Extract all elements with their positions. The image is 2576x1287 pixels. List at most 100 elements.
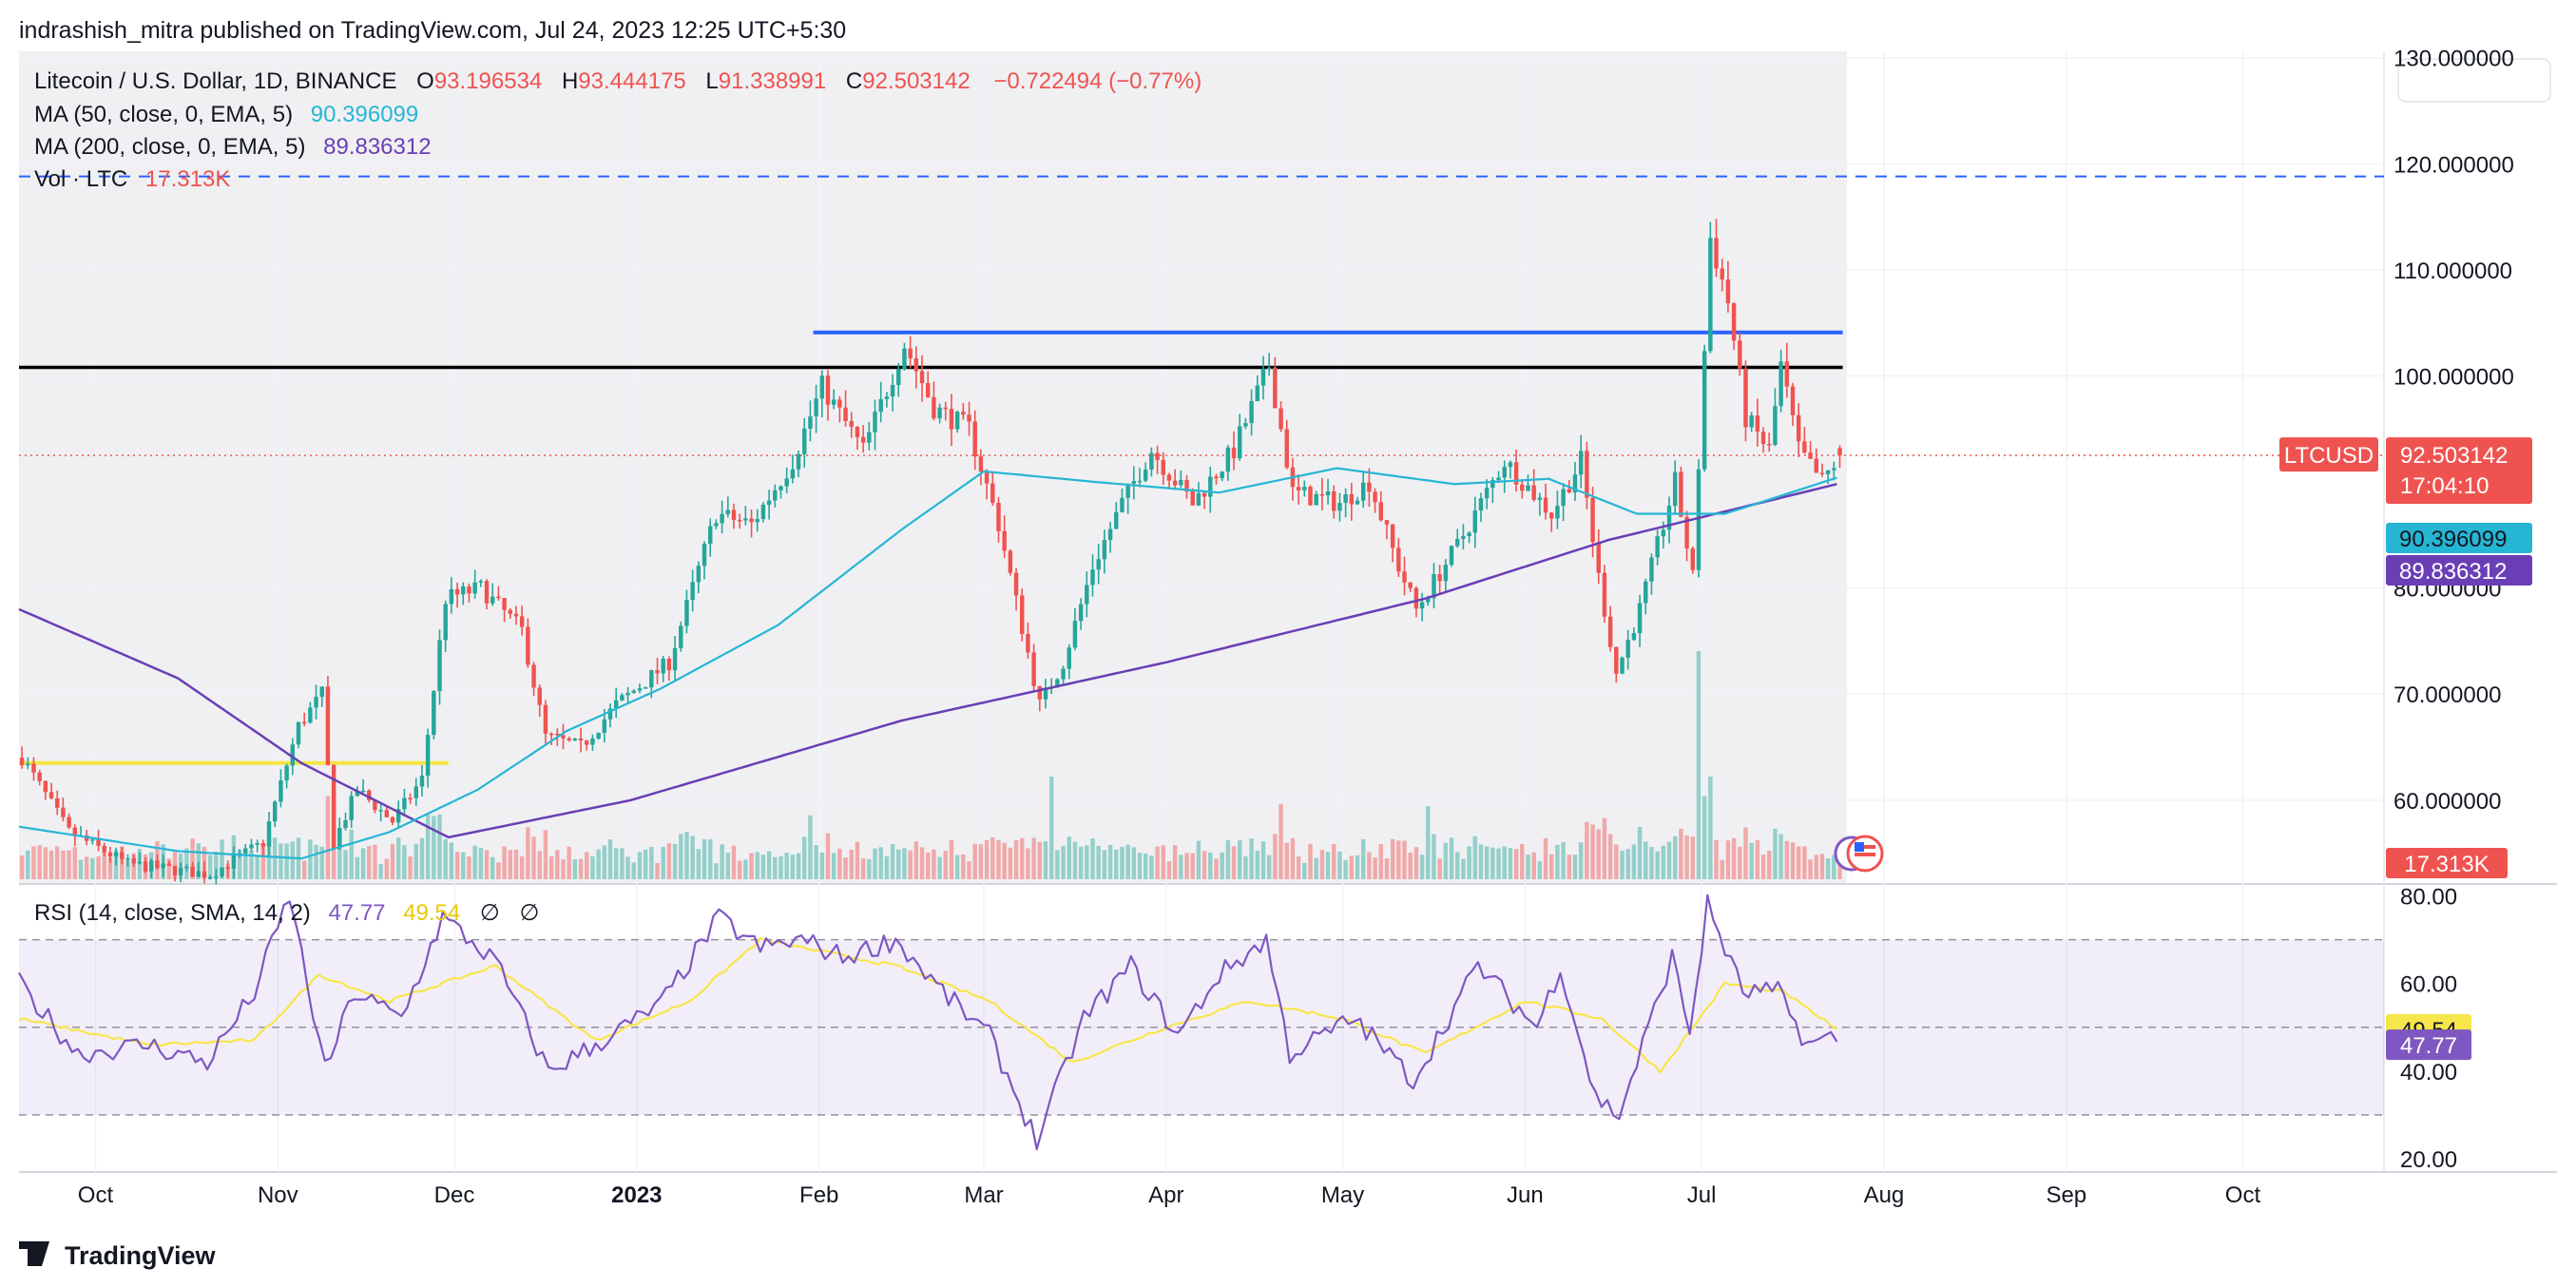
candle[interactable] [737,519,742,522]
candle[interactable] [1720,268,1724,280]
candle[interactable] [1572,474,1578,493]
candle[interactable] [343,819,348,829]
candle[interactable] [990,483,995,504]
candle[interactable] [484,581,490,604]
candle[interactable] [1537,497,1543,500]
candle[interactable] [360,790,366,793]
candle[interactable] [90,839,95,841]
candle[interactable] [825,375,831,405]
candle[interactable] [461,586,466,595]
candle[interactable] [472,582,477,594]
candle[interactable] [878,398,883,413]
candle[interactable] [1585,451,1589,498]
candle[interactable] [1349,494,1355,505]
candle[interactable] [760,505,766,520]
candle[interactable] [1778,361,1783,407]
candle[interactable] [543,704,548,734]
candle[interactable] [1490,480,1495,489]
candle[interactable] [243,848,248,854]
candle[interactable] [202,871,207,878]
candle[interactable] [373,799,377,811]
candle[interactable] [1679,471,1683,517]
candle[interactable] [443,604,448,641]
candle[interactable] [120,852,125,859]
candle[interactable] [113,852,119,857]
candle[interactable] [425,735,431,777]
candle[interactable] [1384,520,1390,525]
candle[interactable] [37,772,42,781]
candle[interactable] [72,827,78,836]
candle[interactable] [1773,406,1778,446]
candle[interactable] [384,810,390,817]
candle[interactable] [1378,502,1383,521]
candle[interactable] [1302,487,1307,490]
candle[interactable] [925,383,931,397]
candle[interactable] [1031,652,1036,686]
candle[interactable] [790,469,796,479]
candle[interactable] [367,790,372,800]
candle[interactable] [1325,490,1331,496]
candle[interactable] [1607,616,1613,647]
candle[interactable] [155,860,160,869]
candle[interactable] [561,735,566,739]
candle[interactable] [567,738,571,740]
candle[interactable] [1602,572,1607,617]
candle[interactable] [260,842,266,847]
candle[interactable] [548,733,554,736]
candle[interactable] [308,707,313,723]
candle[interactable] [102,845,106,853]
candle[interactable] [1179,479,1183,486]
candle[interactable] [225,867,230,870]
candle[interactable] [714,523,719,527]
candle[interactable] [231,855,237,869]
candle[interactable] [1238,426,1242,459]
candle[interactable] [48,792,54,798]
candle[interactable] [620,695,625,701]
candle[interactable] [1655,536,1660,558]
candle[interactable] [1743,368,1748,428]
candle[interactable] [31,763,36,773]
candle[interactable] [137,861,143,864]
candle[interactable] [502,598,507,610]
candle[interactable] [1319,493,1325,496]
candle[interactable] [1137,480,1143,483]
candle[interactable] [843,407,848,421]
candle[interactable] [1278,408,1283,430]
candle[interactable] [884,396,890,399]
candle[interactable] [932,396,936,419]
candle[interactable] [1484,488,1490,499]
candle[interactable] [1508,462,1513,468]
candle[interactable] [214,876,219,878]
candle[interactable] [972,421,977,457]
candle[interactable] [555,733,560,736]
candle[interactable] [1526,485,1530,491]
candle[interactable] [1266,367,1272,370]
candle[interactable] [1561,489,1566,507]
candle[interactable] [496,596,501,599]
candle[interactable] [1426,598,1431,603]
candle[interactable] [43,780,48,793]
candle[interactable] [519,616,525,627]
candle[interactable] [1337,503,1342,511]
candle[interactable] [1131,481,1137,484]
candle[interactable] [873,412,877,432]
candle[interactable] [1796,414,1801,442]
candle[interactable] [1437,574,1442,582]
legend-ma50[interactable]: MA (50, close, 0, EMA, 5) 90.396099 [34,102,418,127]
candle[interactable] [1832,468,1836,471]
candle[interactable] [1390,524,1395,548]
candle[interactable] [666,658,672,671]
candle[interactable] [1637,603,1643,634]
candle[interactable] [55,797,60,808]
candle[interactable] [1020,595,1025,635]
candle[interactable] [1543,497,1548,513]
candle[interactable] [1690,548,1696,570]
candle[interactable] [402,797,407,810]
candle[interactable] [1260,368,1266,386]
candle[interactable] [19,758,25,766]
candle[interactable] [1190,491,1195,506]
candle[interactable] [107,852,113,857]
candle[interactable] [1672,471,1678,507]
candle[interactable] [1625,640,1630,658]
candle[interactable] [149,860,154,872]
